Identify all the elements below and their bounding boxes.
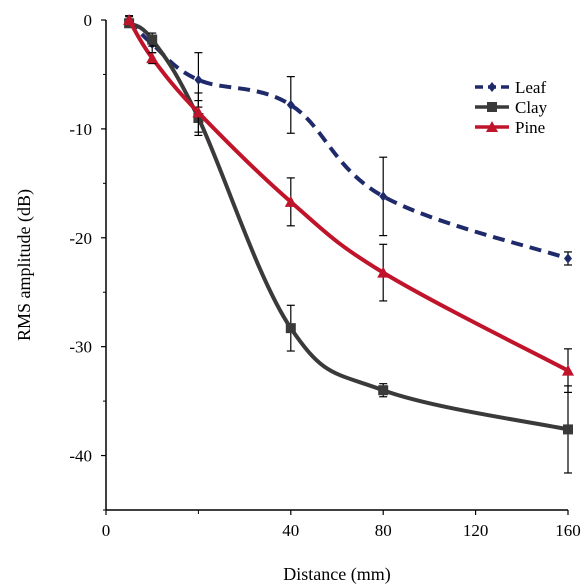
data-point-leaf xyxy=(194,74,203,85)
legend-label-leaf: Leaf xyxy=(515,78,546,97)
x-tick-label: 160 xyxy=(555,521,581,540)
x-tick-label: 120 xyxy=(463,521,489,540)
x-tick-label: 80 xyxy=(375,521,392,540)
series-layer xyxy=(123,14,574,474)
y-tick-label: -30 xyxy=(69,338,92,357)
data-point-clay xyxy=(563,424,573,435)
y-tick-label: 0 xyxy=(84,11,93,30)
y-tick-label: -20 xyxy=(69,229,92,248)
legend-label-pine: Pine xyxy=(515,118,545,137)
series-line-clay xyxy=(127,21,569,432)
data-point-leaf xyxy=(379,191,388,202)
x-axis-label: Distance (mm) xyxy=(283,564,390,585)
y-tick-label: -10 xyxy=(69,120,92,139)
series-line-leaf xyxy=(127,18,569,261)
y-axis-label: RMS amplitude (dB) xyxy=(14,189,35,341)
data-point-pine xyxy=(192,106,205,118)
x-tick-label: 0 xyxy=(102,521,111,540)
data-point-pine xyxy=(146,52,159,64)
data-point-clay xyxy=(285,323,296,334)
series-leaf xyxy=(125,15,572,266)
data-point-pine xyxy=(123,14,136,25)
series-pine xyxy=(123,14,574,393)
series-line-pine xyxy=(127,18,569,373)
data-point-pine xyxy=(562,364,574,376)
legend-marker-leaf xyxy=(488,82,496,92)
legend-marker-clay xyxy=(487,102,497,112)
data-point-leaf xyxy=(564,253,572,264)
y-tick-label: -40 xyxy=(69,447,92,466)
x-tick-label: 40 xyxy=(282,521,299,540)
legend-label-clay: Clay xyxy=(515,98,548,117)
legend-marker-pine xyxy=(486,121,498,132)
data-point-clay xyxy=(378,385,389,396)
data-point-pine xyxy=(377,266,390,278)
data-point-leaf xyxy=(286,99,295,110)
data-point-pine xyxy=(284,195,297,207)
axes: 0 -10 -20 -30 -40 0 40 80 120 160 xyxy=(69,11,580,540)
data-point-clay xyxy=(147,34,158,45)
